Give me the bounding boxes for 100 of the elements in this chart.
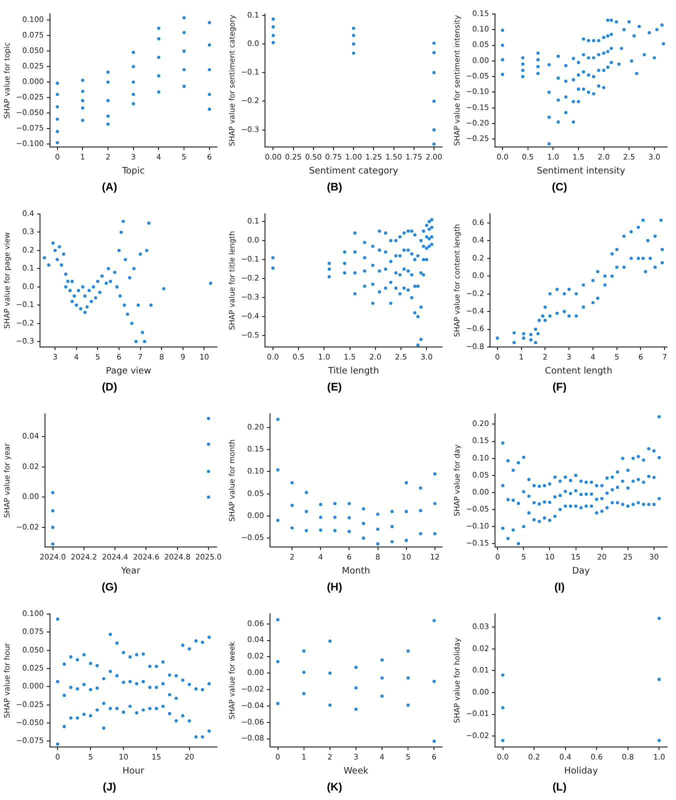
- point: [622, 266, 626, 269]
- point: [304, 528, 308, 532]
- point: [541, 314, 544, 318]
- point: [642, 256, 645, 260]
- point: [66, 280, 70, 284]
- point: [132, 64, 135, 68]
- point: [302, 649, 306, 653]
- point: [404, 538, 408, 542]
- point: [276, 660, 280, 664]
- text: (A): [102, 181, 118, 194]
- point: [333, 516, 337, 519]
- point: [544, 318, 547, 322]
- point: [352, 26, 356, 30]
- point: [157, 74, 160, 78]
- point: [272, 41, 275, 44]
- point: [79, 307, 82, 310]
- x-axis-title: Holiday: [564, 766, 599, 777]
- point: [390, 510, 394, 514]
- point: [660, 261, 664, 264]
- point: [56, 92, 59, 96]
- point: [354, 686, 358, 690]
- point: [100, 274, 104, 278]
- point: [582, 306, 585, 309]
- point: [433, 472, 436, 476]
- point: [432, 42, 436, 45]
- point: [81, 90, 84, 93]
- x-axis-title: Week: [344, 766, 370, 777]
- point: [72, 294, 76, 298]
- text: (B): [326, 181, 342, 194]
- point: [432, 680, 436, 683]
- point: [276, 418, 280, 421]
- point: [512, 331, 516, 334]
- point: [615, 248, 618, 252]
- point: [51, 509, 54, 512]
- point: [432, 128, 436, 132]
- point: [51, 490, 54, 494]
- point: [658, 738, 661, 742]
- point: [432, 618, 436, 622]
- point: [603, 283, 606, 287]
- point: [522, 336, 526, 340]
- point: [556, 288, 559, 291]
- point: [56, 258, 59, 262]
- point: [567, 288, 571, 291]
- point: [646, 239, 650, 242]
- point: [70, 280, 74, 284]
- point: [328, 704, 332, 707]
- point: [54, 248, 57, 252]
- point: [208, 68, 211, 72]
- point: [574, 314, 578, 318]
- point: [406, 704, 410, 707]
- point: [208, 108, 211, 111]
- point: [70, 300, 74, 304]
- point: [406, 649, 410, 653]
- point: [348, 530, 351, 534]
- point: [333, 502, 337, 506]
- point: [538, 318, 541, 322]
- point: [115, 285, 118, 288]
- point: [182, 68, 186, 72]
- point: [418, 532, 422, 536]
- point: [644, 270, 648, 274]
- point: [362, 522, 366, 526]
- point: [390, 525, 394, 528]
- point: [319, 502, 322, 506]
- point: [106, 122, 110, 126]
- point: [113, 270, 116, 274]
- point: [51, 242, 55, 245]
- point: [56, 105, 59, 108]
- point: [182, 84, 186, 88]
- point: [536, 332, 540, 336]
- point: [404, 510, 408, 514]
- point: [418, 486, 422, 490]
- point: [106, 99, 110, 102]
- point: [404, 481, 408, 484]
- x-axis-title: Sentiment category: [309, 166, 399, 177]
- point: [648, 256, 652, 260]
- point: [636, 226, 640, 229]
- point: [147, 222, 150, 225]
- point: [319, 528, 322, 532]
- point: [56, 130, 59, 134]
- point: [362, 536, 366, 540]
- point: [47, 263, 50, 267]
- point: [348, 516, 351, 520]
- point: [642, 218, 645, 222]
- point: [94, 296, 98, 300]
- point: [64, 285, 68, 288]
- point: [132, 102, 135, 106]
- point: [272, 18, 275, 21]
- point: [548, 314, 552, 318]
- point: [206, 416, 210, 420]
- point: [106, 267, 110, 270]
- point: [522, 332, 526, 336]
- point: [501, 673, 504, 677]
- point: [562, 292, 566, 296]
- point: [209, 282, 212, 285]
- point: [276, 702, 280, 706]
- point: [290, 481, 294, 484]
- point: [68, 288, 72, 292]
- point: [653, 266, 657, 269]
- point: [90, 300, 93, 304]
- point: [352, 34, 356, 38]
